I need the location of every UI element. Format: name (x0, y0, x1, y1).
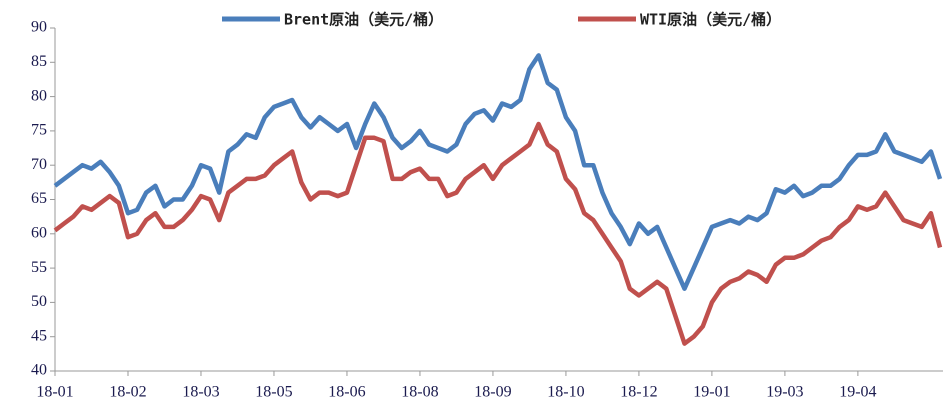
x-tick-label: 18-05 (255, 384, 292, 401)
y-tick-label: 50 (31, 293, 47, 310)
x-tick-label: 18-02 (109, 384, 146, 401)
x-tick-label: 18-08 (401, 384, 438, 401)
series-line (53, 121, 943, 346)
x-tick-label: 18-01 (36, 384, 73, 401)
y-tick-label: 65 (31, 190, 47, 207)
y-tick-label: 75 (31, 122, 47, 139)
x-tick-label: 18-06 (328, 384, 365, 401)
series-line (53, 53, 943, 291)
x-tick-label: 18-03 (182, 384, 219, 401)
y-tick-label: 45 (31, 327, 47, 344)
y-tick-label: 40 (31, 362, 47, 379)
x-tick-label: 18-10 (547, 384, 584, 401)
legend-label: WTI原油（美元/桶） (640, 11, 781, 29)
x-tick-label: 19-01 (693, 384, 730, 401)
x-tick-label: 19-04 (839, 384, 876, 401)
x-tick-label: 18-09 (474, 384, 511, 401)
y-tick-label: 90 (31, 19, 47, 36)
y-tick-label: 80 (31, 87, 47, 104)
legend-label: Brent原油（美元/桶） (284, 11, 443, 29)
x-tick-label: 19-03 (766, 384, 803, 401)
y-tick-label: 55 (31, 259, 47, 276)
x-tick-label: 18-12 (620, 384, 657, 401)
y-tick-label: 70 (31, 156, 47, 173)
y-tick-label: 85 (31, 53, 47, 70)
y-tick-label: 60 (31, 224, 47, 241)
